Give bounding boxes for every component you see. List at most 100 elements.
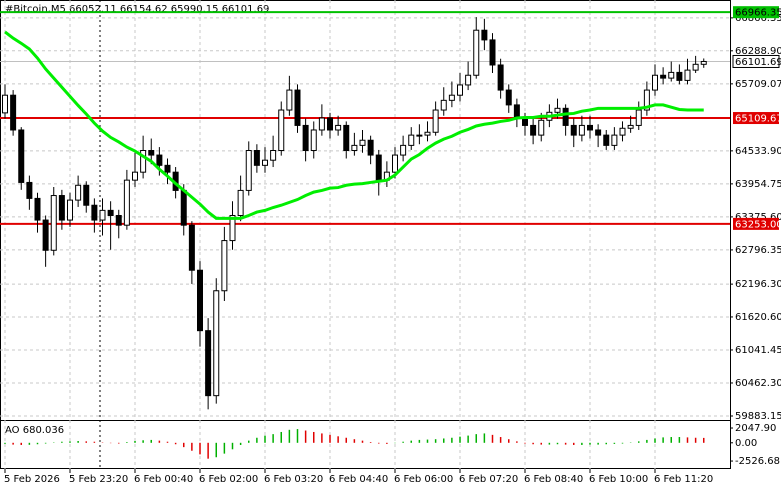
candle-body (643, 89, 650, 111)
candle-body (213, 290, 220, 397)
level-label: 66966.35 (735, 8, 781, 19)
y-tick-label: 63375.60 (735, 212, 781, 223)
moving-average (4, 30, 704, 220)
candle-body (448, 94, 455, 101)
candle-body (416, 134, 423, 137)
candle-body (700, 60, 707, 65)
candle-body (351, 144, 358, 152)
candle-body (99, 209, 106, 221)
candle-body (513, 104, 520, 119)
level-label-box (733, 112, 779, 125)
level-label: 65109.67 (735, 114, 781, 125)
candle-body (635, 109, 642, 126)
x-tick-label: 6 Feb 08:40 (524, 474, 583, 485)
candle-body (489, 39, 496, 66)
y-tick-label: 59883.15 (735, 411, 781, 422)
x-tick-label: 6 Feb 00:40 (134, 474, 193, 485)
candle-body (570, 124, 577, 136)
candle-body (603, 134, 610, 146)
x-tick-label: 5 Feb 23:20 (69, 474, 128, 485)
candle-body (578, 124, 585, 136)
candle-body (10, 94, 17, 131)
candle-body (18, 129, 25, 183)
x-tick-label: 6 Feb 06:00 (394, 474, 453, 485)
candle-body (132, 171, 138, 181)
y-tick-label: 62196.30 (735, 279, 781, 290)
candle-body (262, 159, 268, 166)
y-tick-label: 62796.35 (735, 245, 781, 256)
candle-body (595, 129, 602, 136)
candle-body (335, 124, 342, 131)
candle-body (148, 150, 155, 156)
candle-body (367, 139, 374, 156)
candle-body (684, 69, 691, 81)
y-tick-label: -2526.68 (735, 456, 780, 467)
candle-body (245, 150, 252, 191)
candle-body (327, 117, 333, 131)
candle-body (457, 84, 463, 96)
level-label-box (733, 217, 779, 230)
candle-body (278, 109, 285, 152)
candle-body (115, 214, 122, 226)
x-tick-label: 6 Feb 04:40 (329, 474, 388, 485)
candle-body (83, 184, 90, 206)
candle-body (2, 94, 8, 114)
candle-body (359, 139, 366, 146)
y-tick-label: 66866.35 (735, 13, 781, 24)
candle-body (188, 224, 195, 271)
candle-body (42, 219, 49, 251)
candle-body (318, 117, 325, 131)
candle-body (50, 195, 57, 251)
candle-body (67, 199, 73, 221)
candle-body (473, 29, 480, 76)
candle-body (229, 214, 236, 242)
level-label: 63253.00 (735, 219, 781, 230)
candle-body (164, 164, 171, 173)
candle-body (432, 109, 439, 133)
candle-body (310, 129, 317, 152)
candle-body (26, 181, 33, 199)
candle-body (554, 107, 561, 113)
chart-title: #Bitcoin,M5 66052.11 66154.62 65990.15 6… (5, 4, 269, 15)
candle-body (465, 74, 472, 86)
candle-body (522, 117, 528, 126)
candle-body (505, 89, 512, 106)
candle-body (123, 179, 130, 226)
candle-body (91, 204, 98, 221)
candle-body (140, 150, 147, 173)
candle-body (611, 134, 618, 146)
candle-body (538, 119, 545, 136)
y-tick-label: 63954.75 (735, 179, 781, 190)
candle-body (587, 124, 593, 131)
candle-body (302, 124, 309, 152)
candle-body (392, 154, 398, 173)
candle-body (668, 71, 675, 79)
candle-body (660, 74, 667, 79)
candle-body (205, 330, 212, 397)
candle-body (221, 240, 228, 292)
candle-body (481, 29, 488, 41)
candle-body (530, 124, 537, 136)
y-tick-label: 2047.90 (735, 423, 776, 434)
candle-body (562, 107, 569, 126)
x-tick-label: 6 Feb 10:00 (589, 474, 648, 485)
x-tick-label: 6 Feb 03:20 (264, 474, 323, 485)
candle-body (75, 184, 82, 201)
candle-body (343, 124, 350, 152)
candle-body (692, 63, 699, 71)
candle-body (34, 197, 41, 221)
candle-body (619, 127, 626, 136)
y-tick-label: 60462.30 (735, 378, 781, 389)
candle-body (294, 89, 301, 126)
candle-body (424, 131, 431, 136)
candle-body (408, 134, 415, 146)
candle-body (58, 195, 65, 221)
level-label-box (733, 6, 779, 19)
indicator-title: AO 680.036 (5, 425, 64, 436)
candle-body (676, 71, 683, 81)
candle-body (627, 124, 634, 129)
candle-body (400, 144, 407, 156)
candle-body (180, 189, 187, 226)
candle-body (497, 64, 504, 91)
